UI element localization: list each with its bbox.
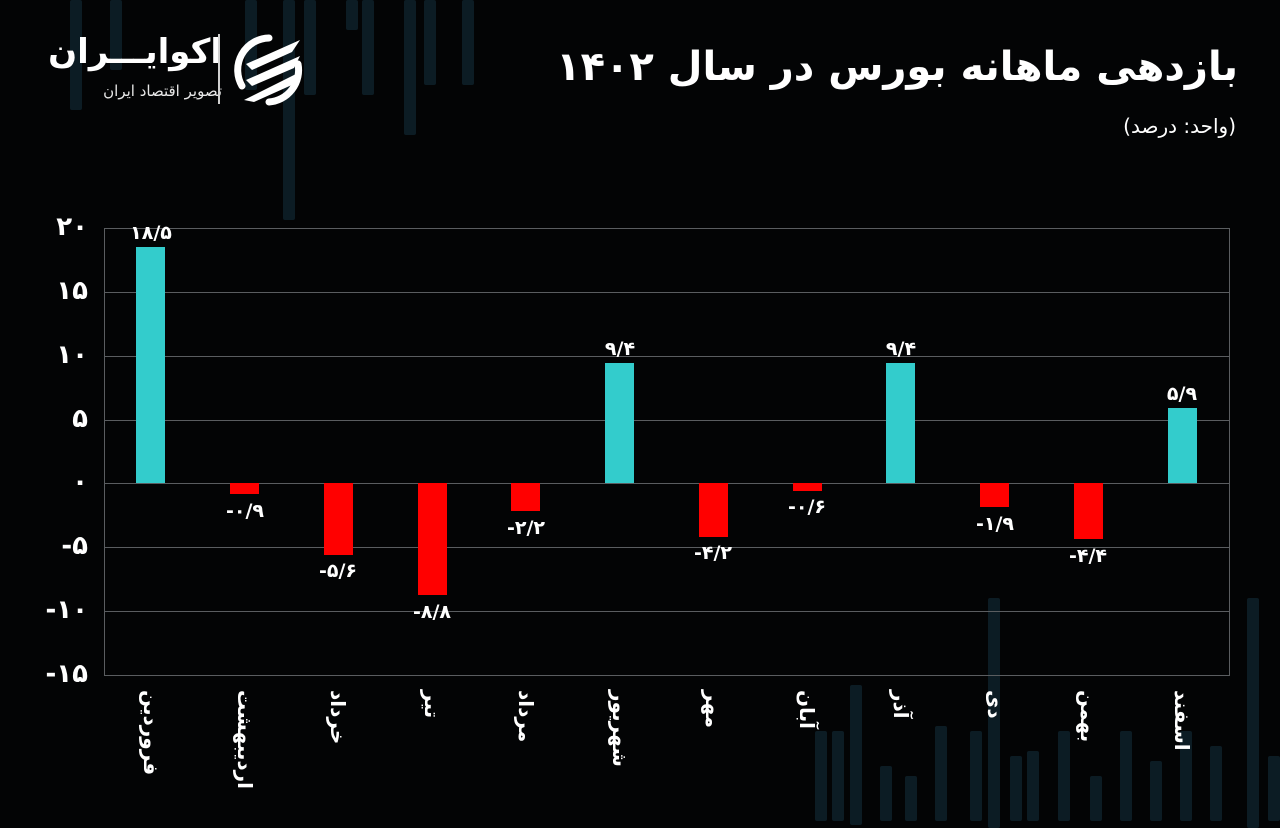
bar-value-label: -۴/۲ xyxy=(693,542,733,564)
bar[interactable] xyxy=(1074,483,1103,539)
bar[interactable] xyxy=(418,483,447,595)
logo-divider xyxy=(218,34,220,104)
x-category-label: آذر xyxy=(889,690,913,719)
x-category-label: فروردین xyxy=(139,690,163,776)
bar-value-label: -۸/۸ xyxy=(412,601,452,623)
y-tick-label: ۲۰ xyxy=(56,212,88,242)
x-category-label: مهر xyxy=(701,690,725,729)
bar[interactable] xyxy=(511,483,540,511)
y-axis-line xyxy=(104,228,105,676)
bar[interactable] xyxy=(699,483,728,537)
x-category-label: دی xyxy=(983,690,1007,719)
x-category-label: تیر xyxy=(420,690,444,719)
bar[interactable] xyxy=(793,483,822,491)
bar-value-label: ۱۸/۵ xyxy=(130,222,172,244)
bar-value-label: -۲/۲ xyxy=(506,517,546,539)
x-category-label: شهریور xyxy=(608,690,632,767)
x-category-label: اردیبهشت xyxy=(233,690,257,790)
bar[interactable] xyxy=(136,247,165,483)
logo-mark-icon xyxy=(234,34,303,106)
gridline xyxy=(104,547,1230,548)
bar-value-label: -۰/۹ xyxy=(225,500,265,522)
bar[interactable] xyxy=(980,483,1009,507)
y-tick-label: -۱۰ xyxy=(45,595,88,625)
x-category-label: بهمن xyxy=(1076,690,1100,743)
gridline xyxy=(104,356,1230,357)
y-tick-label: ۱۰ xyxy=(56,340,88,370)
bar[interactable] xyxy=(605,363,634,483)
x-category-label: مرداد xyxy=(514,690,538,743)
gridline xyxy=(104,483,1230,484)
gridline xyxy=(104,611,1230,612)
y-tick-label: -۵ xyxy=(61,531,88,561)
bar-value-label: -۴/۴ xyxy=(1068,545,1108,567)
bar-value-label: -۵/۶ xyxy=(318,560,358,582)
bar-value-label: -۱/۹ xyxy=(975,513,1015,535)
bar-value-label: ۵/۹ xyxy=(1166,383,1198,405)
x-category-label: خرداد xyxy=(326,690,350,745)
x-category-label: اسفند xyxy=(1170,690,1194,751)
y-tick-label: ۵ xyxy=(72,404,88,434)
brand-logo: اکوایـــران تصویر اقتصاد ایران xyxy=(48,30,318,110)
bar-value-label: ۹/۴ xyxy=(604,338,636,360)
y-tick-label: -۱۵ xyxy=(45,659,88,689)
gridline xyxy=(104,420,1230,421)
bar-value-label: -۰/۶ xyxy=(787,496,827,518)
chart-unit: (واحد: درصد) xyxy=(1123,114,1236,138)
bar[interactable] xyxy=(886,363,915,483)
y-tick-label: ۰ xyxy=(72,467,88,497)
bar-value-label: ۹/۴ xyxy=(885,338,917,360)
gridline xyxy=(104,228,1230,229)
chart-title: بازدهی ماهانه بورس در سال ۱۴۰۲ xyxy=(556,44,1238,90)
gridline xyxy=(104,675,1230,676)
gridline xyxy=(104,292,1230,293)
y-tick-label: ۱۵ xyxy=(56,276,88,306)
plot-right-border xyxy=(1229,228,1230,676)
bar[interactable] xyxy=(324,483,353,555)
logo-tagline: تصویر اقتصاد ایران xyxy=(103,82,222,100)
bar[interactable] xyxy=(230,483,259,494)
bar[interactable] xyxy=(1168,408,1197,483)
logo-name: اکوایـــران xyxy=(48,32,222,72)
x-category-label: آبان xyxy=(795,690,819,729)
